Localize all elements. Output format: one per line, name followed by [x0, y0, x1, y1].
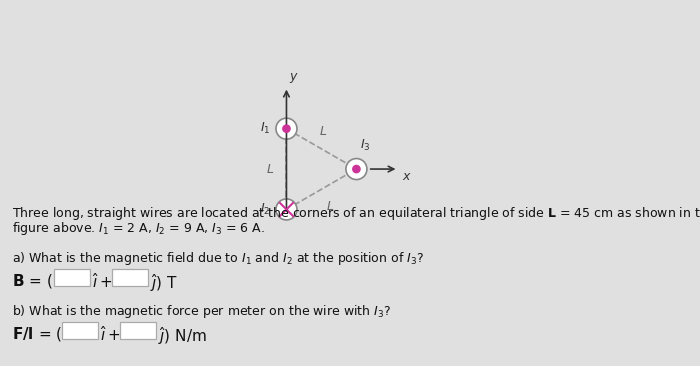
Text: $L$: $L$ — [319, 126, 327, 138]
Text: $\hat{\jmath}$) T: $\hat{\jmath}$) T — [150, 272, 178, 294]
Text: y: y — [290, 70, 297, 83]
Text: $\mathbf{B}$ = (: $\mathbf{B}$ = ( — [12, 272, 52, 290]
Text: $L$: $L$ — [326, 200, 335, 213]
Text: $\hat{\imath}+$: $\hat{\imath}+$ — [92, 272, 112, 291]
Circle shape — [346, 158, 367, 180]
Circle shape — [353, 165, 360, 173]
Text: $\mathbf{F/l}$ = (: $\mathbf{F/l}$ = ( — [12, 325, 62, 343]
Bar — [120, 322, 156, 339]
Text: $I_1$: $I_1$ — [260, 121, 270, 136]
Circle shape — [283, 125, 290, 132]
Text: $L$: $L$ — [266, 163, 274, 176]
Text: $I_2$: $I_2$ — [260, 202, 270, 217]
Text: x: x — [402, 170, 409, 183]
Circle shape — [276, 199, 297, 220]
Text: a) What is the magnetic field due to $I_1$ and $I_2$ at the position of $I_3$?: a) What is the magnetic field due to $I_… — [12, 250, 424, 267]
Text: b) What is the magnetic force per meter on the wire with $I_3$?: b) What is the magnetic force per meter … — [12, 303, 391, 320]
Bar — [112, 269, 148, 286]
Text: $I_3$: $I_3$ — [360, 138, 370, 153]
Text: Three long, straight wires are located at the corners of an equilateral triangle: Three long, straight wires are located a… — [12, 205, 700, 222]
Circle shape — [276, 118, 297, 139]
Text: $\hat{\imath}+$: $\hat{\imath}+$ — [100, 325, 120, 344]
Text: figure above. $I_1$ = 2 A, $I_2$ = 9 A, $I_3$ = 6 A.: figure above. $I_1$ = 2 A, $I_2$ = 9 A, … — [12, 220, 265, 237]
Text: $\hat{\jmath}$) N/m: $\hat{\jmath}$) N/m — [158, 325, 207, 347]
Bar — [54, 269, 90, 286]
Bar — [62, 322, 98, 339]
